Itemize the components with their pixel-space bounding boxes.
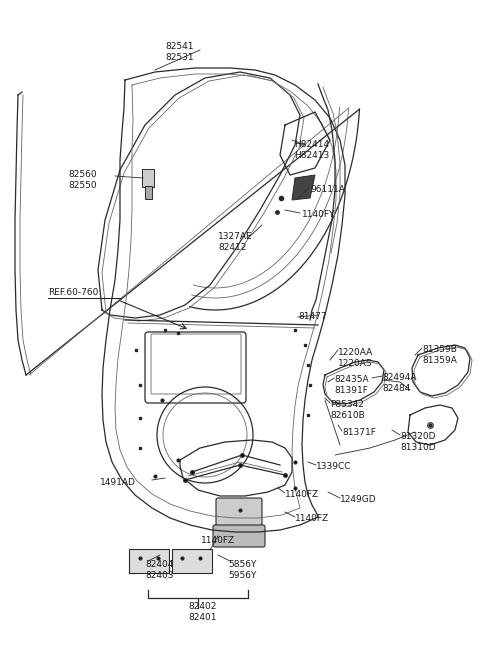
- Text: 82402
82401: 82402 82401: [188, 602, 216, 622]
- Text: REF.60-760: REF.60-760: [48, 288, 98, 297]
- Text: 81477: 81477: [298, 312, 326, 321]
- Text: 81371F: 81371F: [342, 428, 376, 437]
- Text: 1140FZ: 1140FZ: [285, 490, 319, 499]
- FancyBboxPatch shape: [142, 169, 154, 187]
- Text: 82435A
81391F: 82435A 81391F: [334, 375, 369, 395]
- Polygon shape: [292, 175, 315, 200]
- Text: 1140FZ: 1140FZ: [201, 536, 235, 545]
- Text: 1249GD: 1249GD: [340, 495, 377, 504]
- Text: 1140FZ: 1140FZ: [295, 514, 329, 523]
- Text: 82494A
82484: 82494A 82484: [382, 373, 417, 393]
- Text: 1140FY: 1140FY: [302, 210, 336, 219]
- Text: 1327AE
82412: 1327AE 82412: [218, 232, 252, 252]
- FancyBboxPatch shape: [172, 549, 212, 573]
- Text: 1339CC: 1339CC: [316, 462, 351, 471]
- Text: 81320D
81310D: 81320D 81310D: [400, 432, 436, 452]
- Text: 96111A: 96111A: [310, 185, 345, 194]
- Text: H82414
H82413: H82414 H82413: [294, 140, 329, 160]
- Text: 1220AA
1220AS: 1220AA 1220AS: [338, 348, 373, 368]
- Text: 1491AD: 1491AD: [100, 478, 136, 487]
- Text: 5856Y
5956Y: 5856Y 5956Y: [228, 560, 256, 580]
- Text: 81359B
81359A: 81359B 81359A: [422, 345, 457, 365]
- Text: 82541
82531: 82541 82531: [165, 42, 193, 62]
- Text: P85342
82610B: P85342 82610B: [330, 400, 365, 420]
- Text: 82404
82403: 82404 82403: [145, 560, 173, 580]
- FancyBboxPatch shape: [213, 525, 265, 547]
- Text: 82560
82550: 82560 82550: [68, 170, 96, 190]
- FancyBboxPatch shape: [216, 498, 262, 530]
- FancyBboxPatch shape: [144, 185, 152, 198]
- FancyBboxPatch shape: [129, 549, 169, 573]
